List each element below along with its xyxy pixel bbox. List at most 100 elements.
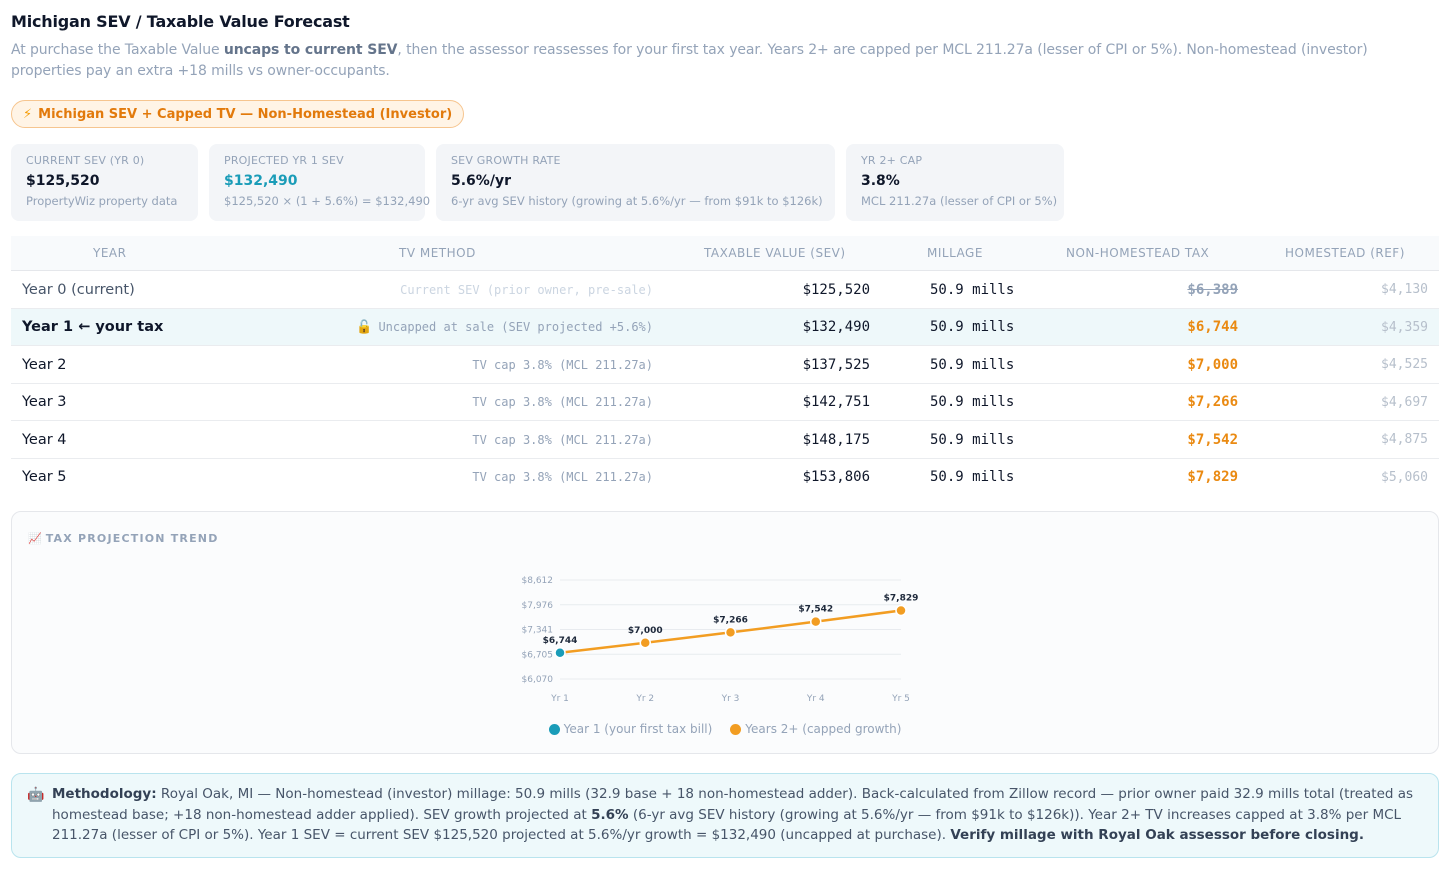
homestead-tax-cell: $4,875 xyxy=(1381,432,1428,447)
card-subtext: MCL 211.27a (lesser of CPI or 5%) xyxy=(861,194,1058,208)
method-cell: TV cap 3.8% (MCL 211.27a) xyxy=(472,395,653,409)
legend-item-years2plus: Years 2+ (capped growth) xyxy=(730,722,901,736)
legend-dot xyxy=(548,723,560,735)
non-homestead-tax-cell: $7,266 xyxy=(1187,394,1238,410)
lock-icon: 🔓 xyxy=(356,319,373,335)
year-cell: Year 5 xyxy=(22,469,67,485)
table-row-highlighted: Year 1 ← your tax 🔓 Uncapped at sale (SEV… xyxy=(11,308,1439,346)
tax-projection-chart-panel: 📈 TAX PROJECTION TREND $6,070 $6,705 $7,341… xyxy=(11,511,1439,754)
card-subtext: 6-yr avg SEV history (growing at 5.6%/yr… xyxy=(451,194,823,208)
legend-label: Years 2+ (capped growth) xyxy=(745,722,902,736)
legend-item-year1: Year 1 (your first tax bill) xyxy=(548,722,713,736)
chart-title: 📈 TAX PROJECTION TREND xyxy=(28,532,219,545)
millage-cell: 50.9 mills xyxy=(930,319,1015,335)
y-tick-label: $6,070 xyxy=(522,675,554,685)
non-homestead-tax-cell: $6,744 xyxy=(1187,319,1238,335)
homestead-tax-cell: $4,697 xyxy=(1381,394,1428,410)
card-cap: YR 2+ CAP 3.8% MCL 211.27a (lesser of CP… xyxy=(846,144,1064,221)
millage-cell: 50.9 mills xyxy=(930,469,1015,485)
subtitle-text-start: At purchase the Taxable Value xyxy=(11,42,224,58)
method-cell: TV cap 3.8% (MCL 211.27a) xyxy=(472,470,653,484)
card-label: SEV GROWTH RATE xyxy=(451,154,561,167)
data-label: $7,000 xyxy=(628,626,663,636)
non-homestead-tax-cell: $7,000 xyxy=(1187,356,1238,373)
method-cell: TV cap 3.8% (MCL 211.27a) xyxy=(472,357,653,372)
taxable-value-cell: $125,520 xyxy=(802,281,870,298)
homestead-tax-cell: $4,130 xyxy=(1381,282,1428,297)
chart-legend: Year 1 (your first tax bill) Years 2+ (c… xyxy=(12,722,1438,736)
page-title: Michigan SEV / Taxable Value Forecast xyxy=(11,12,350,31)
y-tick-label: $7,976 xyxy=(522,601,554,611)
card-value: $125,520 xyxy=(26,173,100,189)
col-header-year: YEAR xyxy=(93,246,127,260)
card-subtext: PropertyWiz property data xyxy=(26,194,178,208)
homestead-tax-cell: $5,060 xyxy=(1381,469,1428,485)
taxable-value-cell: $132,490 xyxy=(802,319,870,335)
chart-title-text: TAX PROJECTION TREND xyxy=(45,532,219,545)
tax-projection-chart: $6,070 $6,705 $7,341 $7,976 $8,612 Yr 1 Yr 2 Yr… xyxy=(522,576,919,704)
taxable-value-cell: $148,175 xyxy=(802,431,870,448)
card-value: 5.6%/yr xyxy=(451,173,511,189)
x-tick-label: Yr 1 xyxy=(550,694,569,704)
non-homestead-tax-cell: $7,542 xyxy=(1187,431,1238,448)
data-point xyxy=(724,626,737,639)
x-tick-label: Yr 2 xyxy=(635,694,654,704)
card-value: $132,490 xyxy=(224,173,298,189)
data-label: $6,744 xyxy=(543,636,578,646)
taxable-value-cell: $137,525 xyxy=(802,356,870,373)
y-tick-label: $7,341 xyxy=(522,626,554,636)
legend-dot xyxy=(730,723,742,735)
scenario-badge: ⚡ Michigan SEV + Capped TV — Non-Homeste… xyxy=(11,100,465,128)
method-cell: Current SEV (prior owner, pre-sale) xyxy=(400,282,653,297)
millage-cell: 50.9 mills xyxy=(930,431,1015,448)
card-projected-sev: PROJECTED YR 1 SEV $132,490 $125,520 × (… xyxy=(209,144,431,221)
x-tick-label: Yr 5 xyxy=(891,694,910,704)
table-row: Year 0 (current) Current SEV (prior owne… xyxy=(11,271,1439,309)
method-text: Uncapped at sale (SEV projected +5.6%) xyxy=(378,320,653,334)
homestead-tax-cell: $4,525 xyxy=(1381,357,1428,372)
y-tick-label: $8,612 xyxy=(522,576,554,586)
y-tick-label: $6,705 xyxy=(522,650,554,660)
millage-cell: 50.9 mills xyxy=(930,394,1015,410)
methodology-verify: Verify millage with Royal Oak assessor b… xyxy=(950,827,1364,843)
scenario-badge-label: Michigan SEV + Capped TV — Non-Homestead… xyxy=(38,106,453,122)
homestead-tax-cell: $4,359 xyxy=(1381,319,1428,335)
methodology-note: 🤖 Methodology: Royal Oak, MI — Non-homes… xyxy=(11,773,1439,858)
table-row: Year 5 TV cap 3.8% (MCL 211.27a) $153,80… xyxy=(11,459,1439,497)
millage-cell: 50.9 mills xyxy=(930,356,1015,373)
col-header-taxable-value: TAXABLE VALUE (SEV) xyxy=(704,246,846,260)
millage-cell: 50.9 mills xyxy=(930,281,1015,298)
taxable-value-cell: $153,806 xyxy=(802,469,870,485)
method-cell: TV cap 3.8% (MCL 211.27a) xyxy=(472,432,653,447)
legend-label: Year 1 (your first tax bill) xyxy=(563,722,713,736)
non-homestead-tax-cell: $7,829 xyxy=(1187,469,1238,485)
year-cell: Year 1 ← your tax xyxy=(22,319,164,335)
col-header-method: TV METHOD xyxy=(399,246,476,260)
year-cell: Year 0 (current) xyxy=(22,281,135,298)
data-point xyxy=(554,647,566,659)
page-subtitle: At purchase the Taxable Value uncaps to … xyxy=(11,40,1439,82)
methodology-text-cont: (6-yr avg SEV history (growing at 5.6%/y… xyxy=(52,806,1402,844)
table-header: YEAR TV METHOD TAXABLE VALUE (SEV) MILLA… xyxy=(11,236,1439,271)
year-cell: Year 2 xyxy=(22,356,67,373)
robot-icon: 🤖 xyxy=(27,787,45,803)
data-point xyxy=(810,615,822,628)
table-row: Year 2 TV cap 3.8% (MCL 211.27a) $137,52… xyxy=(11,346,1439,384)
data-label: $7,829 xyxy=(884,593,919,603)
data-point xyxy=(639,637,651,649)
data-point xyxy=(895,604,907,617)
col-header-non-homestead: NON-HOMESTEAD TAX xyxy=(1066,246,1210,260)
method-cell: 🔓 Uncapped at sale (SEV projected +5.6%) xyxy=(356,309,653,346)
year-cell: Year 4 xyxy=(22,431,67,448)
non-homestead-tax-cell: $6,389 xyxy=(1187,281,1238,298)
x-tick-label: Yr 4 xyxy=(806,694,825,704)
data-label: $7,266 xyxy=(713,615,748,625)
methodology-label: Methodology: xyxy=(52,786,157,802)
card-label: PROJECTED YR 1 SEV xyxy=(224,154,344,167)
card-subtext: $125,520 × (1 + 5.6%) = $132,490 xyxy=(224,194,431,208)
card-label: CURRENT SEV (YR 0) xyxy=(26,154,145,167)
card-label: YR 2+ CAP xyxy=(861,154,923,167)
forecast-table: YEAR TV METHOD TAXABLE VALUE (SEV) MILLA… xyxy=(11,236,1439,496)
table-row: Year 4 TV cap 3.8% (MCL 211.27a) $148,17… xyxy=(11,421,1439,459)
taxable-value-cell: $142,751 xyxy=(802,394,870,410)
